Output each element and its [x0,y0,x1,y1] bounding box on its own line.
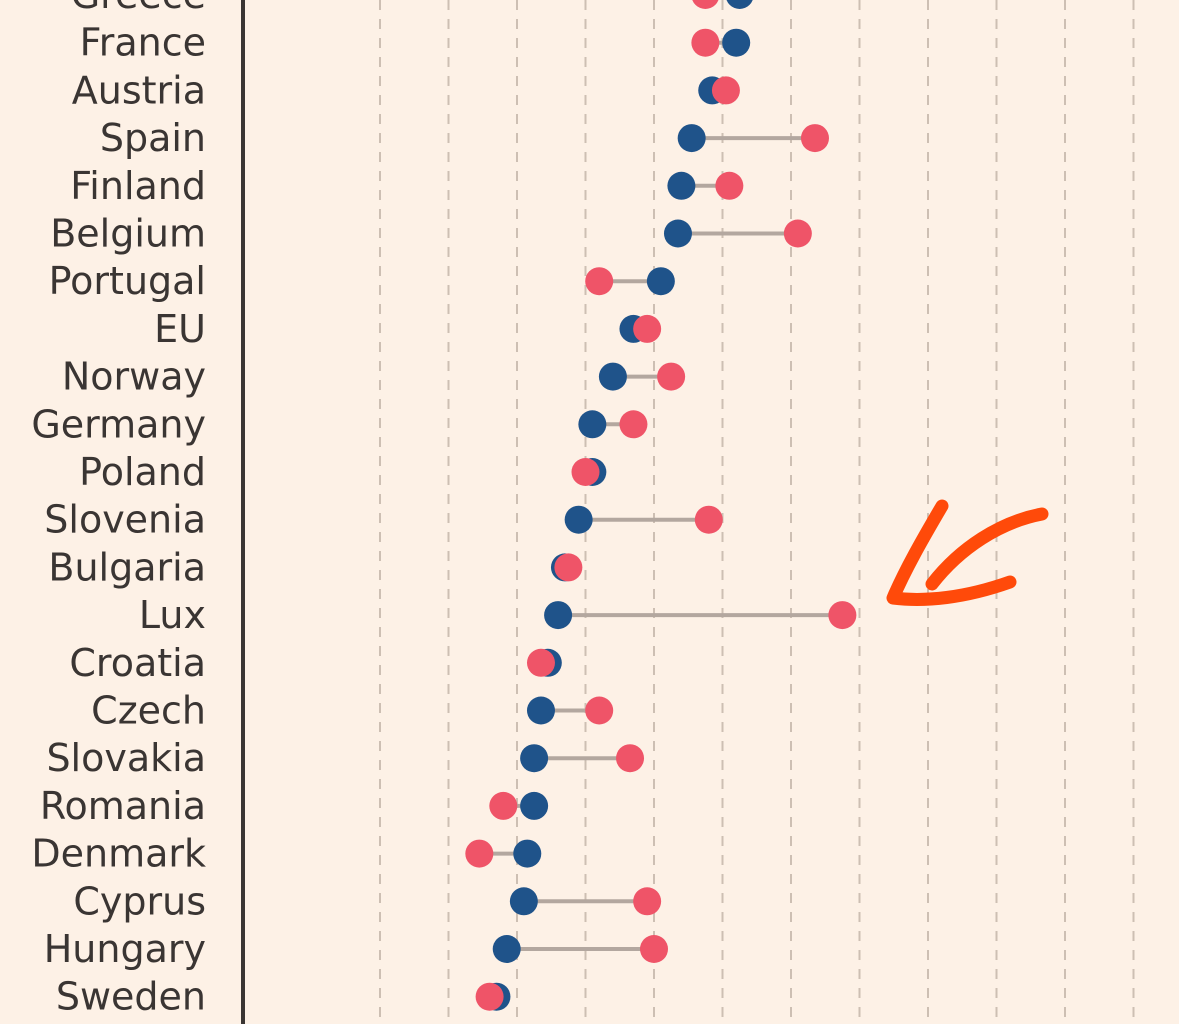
red-dot [616,744,645,773]
blue-dot [564,505,593,534]
row-label: Germany [31,402,206,446]
row-label: Cyprus [73,879,206,923]
row-label: Hungary [44,927,206,971]
red-dot [619,410,648,439]
blue-dot [509,887,538,916]
row-germany: Germany [31,402,648,446]
chart-rows: GreeceFranceAustriaSpainFinlandBelgiumPo… [31,0,857,1019]
row-norway: Norway [62,355,686,399]
row-label: Denmark [31,832,206,876]
row-label: Greece [71,0,206,17]
row-france: France [80,21,751,65]
red-dot [475,982,504,1011]
row-czech: Czech [91,689,614,733]
row-hungary: Hungary [44,927,668,971]
blue-dot [598,362,627,391]
row-label: Norway [62,355,206,399]
row-denmark: Denmark [31,832,542,876]
blue-dot [722,28,751,57]
blue-dot [520,744,549,773]
row-label: Poland [79,450,206,494]
blue-dot [726,0,753,9]
row-label: Lux [139,593,206,637]
red-dot [692,0,719,9]
row-label: Czech [91,689,206,733]
arrow-head [886,499,1017,606]
blue-dot [677,124,706,153]
row-label: Slovenia [44,498,206,542]
arrow-shaft [925,507,1049,591]
row-label: Portugal [49,259,206,303]
blue-dot [663,219,692,248]
red-dot [640,935,668,963]
blue-dot [646,267,675,296]
red-dot [783,219,812,248]
red-dot [800,124,829,153]
row-austria: Austria [72,68,740,112]
row-label: Bulgaria [48,545,206,589]
row-label: Slovakia [46,736,206,780]
row-finland: Finland [70,164,744,208]
red-dot [465,839,494,868]
row-lux: Lux [139,593,857,637]
blue-dot [667,171,696,200]
row-sweden: Sweden [56,975,511,1019]
row-spain: Spain [100,116,829,160]
row-romania: Romania [40,784,549,828]
blue-dot [578,410,607,439]
red-dot [526,648,555,677]
red-dot [554,553,583,582]
annotation-arrow-icon [886,499,1049,606]
red-dot [691,28,720,57]
row-label: Croatia [69,641,206,685]
blue-dot [526,696,555,725]
row-croatia: Croatia [69,641,562,685]
red-dot [633,887,662,916]
red-dot [571,458,600,486]
row-belgium: Belgium [50,212,812,256]
row-eu: EU [154,307,662,351]
row-bulgaria: Bulgaria [48,545,583,589]
row-label: EU [154,307,206,351]
gridlines [379,0,1135,1024]
blue-dot [520,791,549,820]
blue-dot [544,601,573,630]
row-label: Austria [72,68,206,112]
red-dot [585,696,614,725]
row-label: Spain [100,116,206,160]
red-dot [828,601,857,630]
red-dot [694,505,723,534]
row-label: Romania [40,784,206,828]
row-label: Belgium [50,212,206,256]
row-label: Finland [70,164,206,208]
row-slovenia: Slovenia [44,498,723,542]
row-poland: Poland [79,450,607,494]
blue-dot [492,935,521,963]
red-dot [489,791,518,820]
red-dot [715,171,744,200]
row-cyprus: Cyprus [73,879,662,923]
row-label: France [80,21,206,65]
red-dot [657,362,686,391]
red-dot [711,76,740,105]
row-label: Sweden [56,975,206,1019]
row-greece: Greece [71,0,753,17]
row-slovakia: Slovakia [46,736,645,780]
row-portugal: Portugal [49,259,675,303]
blue-dot [513,839,542,868]
red-dot [633,314,662,343]
red-dot [585,267,614,296]
